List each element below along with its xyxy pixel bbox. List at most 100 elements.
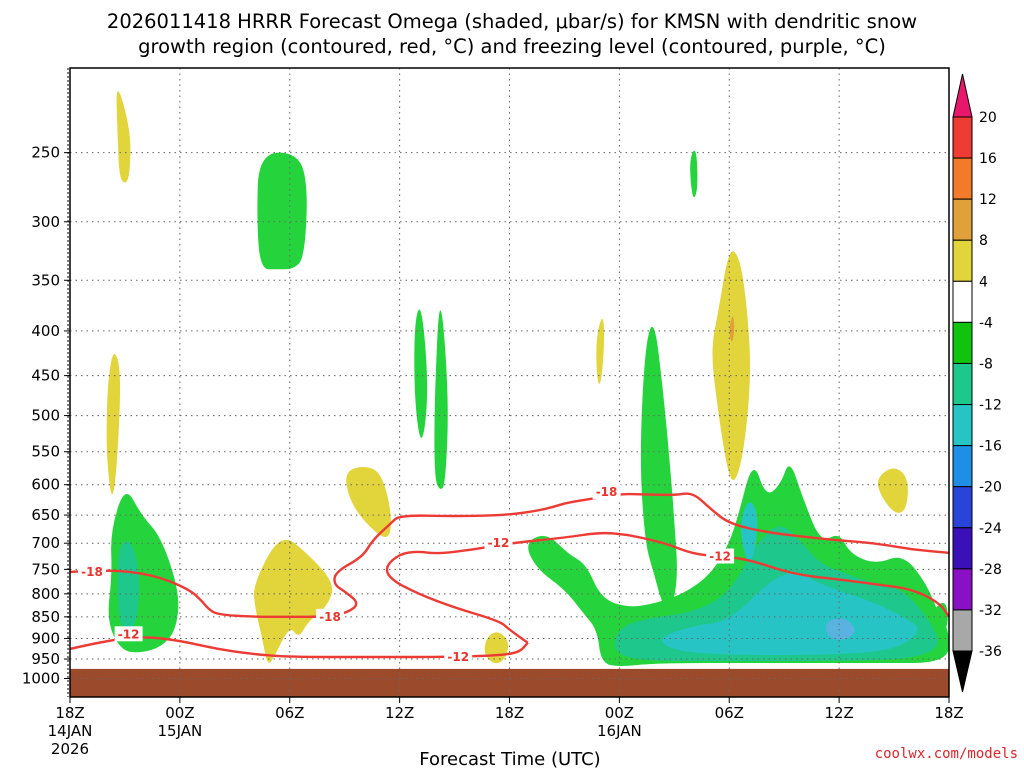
colorbar-swatch-13 xyxy=(952,609,973,652)
contour-label-3: -12 xyxy=(447,650,469,664)
contour-label-bg-1 xyxy=(114,626,143,642)
shade-yellow-right-600 xyxy=(877,468,908,513)
x-tick-date-30: 16JAN xyxy=(597,722,642,740)
contour-dgz-minus-12-right xyxy=(385,531,950,644)
shade-green-narrow-04z xyxy=(690,150,698,198)
shade-green-tall-02z xyxy=(640,326,677,608)
x-tick-year-0: 2026 xyxy=(51,740,89,758)
colorbar-swatch-4 xyxy=(952,239,973,282)
colorbar-label-7: -12 xyxy=(979,398,1002,414)
contour-label-bg-4 xyxy=(484,535,513,551)
grid-lines xyxy=(70,68,949,697)
shade-yellow-left-mid xyxy=(106,354,121,495)
colorbar-swatch-8 xyxy=(952,404,973,447)
contour-label-bg-5 xyxy=(592,484,621,500)
contour-label-4: -12 xyxy=(488,536,510,550)
y-tick-label-500: 500 xyxy=(31,407,60,425)
y-tick-label-700: 700 xyxy=(31,534,60,552)
y-tick-label-650: 650 xyxy=(31,506,60,524)
y-tick-label-600: 600 xyxy=(31,476,60,494)
colorbar-label-13: -36 xyxy=(979,644,1002,660)
y-tick-label-400: 400 xyxy=(31,322,60,340)
y-tick-label-350: 350 xyxy=(31,271,60,289)
colorbar-swatch-12 xyxy=(952,568,973,611)
contour-label-1: -12 xyxy=(118,627,140,641)
y-tick-label-750: 750 xyxy=(31,560,60,578)
contour-label-5: -18 xyxy=(596,485,618,499)
y-tick-label-450: 450 xyxy=(31,367,60,385)
colorbar-label-4: 4 xyxy=(979,274,988,290)
colorbar-cap-top xyxy=(952,73,973,118)
shade-green-column-16z xyxy=(434,310,448,489)
shade-yellow-low-06z xyxy=(253,539,333,663)
colorbar-label-10: -24 xyxy=(979,521,1002,537)
colorbar-swatch-10 xyxy=(952,486,973,529)
x-tick-date-6: 15JAN xyxy=(158,722,203,740)
shade-cyan-06z-spot xyxy=(741,502,758,561)
colorbar-label-6: -8 xyxy=(979,356,993,372)
colorbar-label-11: -28 xyxy=(979,562,1002,578)
x-tick-label-48: 18Z xyxy=(934,704,963,722)
y-tick-label-300: 300 xyxy=(31,213,60,231)
x-tick-label-0: 18Z xyxy=(55,704,84,722)
contour-dgz-minus-18-left xyxy=(69,492,950,618)
colorbar-label-5: -4 xyxy=(979,315,993,331)
x-tick-date-0: 14JAN xyxy=(48,722,93,740)
x-tick-label-12: 06Z xyxy=(275,704,304,722)
x-tick-label-42: 12Z xyxy=(824,704,853,722)
shade-orange-core-06z xyxy=(729,316,735,342)
shade-green-column-15z xyxy=(414,309,428,438)
x-tick-label-6: 00Z xyxy=(165,704,194,722)
y-tick-label-800: 800 xyxy=(31,585,60,603)
contour-label-bg-2 xyxy=(316,608,345,624)
contour-label-bg-3 xyxy=(444,649,473,665)
colorbar-swatch-11 xyxy=(952,527,973,570)
colorbar-label-3: 8 xyxy=(979,233,988,249)
contour-label-bg-6 xyxy=(706,548,735,564)
colorbar-cap-bottom xyxy=(952,650,973,693)
colorbar-label-12: -32 xyxy=(979,603,1002,619)
y-tick-label-950: 950 xyxy=(31,650,60,668)
chart-title-line-2: growth region (contoured, red, °C) and f… xyxy=(138,35,886,58)
colorbar-swatch-7 xyxy=(952,362,973,406)
contour-labels: -18 -12 -18 -12 -12 -18 -12 xyxy=(77,484,735,665)
colorbar-swatch-5 xyxy=(952,280,973,323)
colorbar-label-8: -16 xyxy=(979,439,1002,455)
watermark: coolwx.com/models xyxy=(875,746,1018,762)
colorbar-swatch-2 xyxy=(952,157,973,200)
shade-cyan-lower-right xyxy=(662,573,918,655)
shade-lightblue-spot xyxy=(826,618,855,640)
colorbar-swatch-6 xyxy=(952,321,973,364)
shade-yellow-tall-06z xyxy=(712,251,750,481)
contour-label-6: -12 xyxy=(709,550,731,564)
y-tick-label-250: 250 xyxy=(31,144,60,162)
contour-label-2: -18 xyxy=(319,610,341,624)
y-tick-label-850: 850 xyxy=(31,608,60,626)
y-tick-label-900: 900 xyxy=(31,630,60,648)
colorbar-label-1: 16 xyxy=(979,151,997,167)
y-axis-ticks: 250 300 350 400 450 500 550 600 650 700 750 800 850 9… xyxy=(22,144,70,687)
shade-yellow-top-left xyxy=(116,91,131,183)
x-tick-label-18: 12Z xyxy=(385,704,414,722)
colorbar-label-9: -20 xyxy=(979,480,1002,496)
chart-title-line-1: 2026011418 HRRR Forecast Omega (shaded, … xyxy=(107,10,917,33)
shade-teal-left-low xyxy=(117,541,139,632)
x-axis-label: Forecast Time (UTC) xyxy=(419,749,600,768)
y-tick-label-550: 550 xyxy=(31,443,60,461)
contour-dgz-minus-12-left xyxy=(69,636,529,659)
colorbar: 20 16 12 8 4 -4 -8 -12 -16 -20 -24 -28 -32 -36 xyxy=(952,73,1002,693)
colorbar-swatch-1 xyxy=(952,116,973,159)
shade-yellow-thin-pre00z xyxy=(596,318,605,384)
colorbar-label-0: 20 xyxy=(979,110,997,126)
colorbar-swatch-9 xyxy=(952,445,973,488)
x-tick-label-24: 18Z xyxy=(495,704,524,722)
shade-green-upper-1 xyxy=(257,152,307,270)
x-tick-label-30: 00Z xyxy=(605,704,634,722)
x-tick-label-36: 06Z xyxy=(715,704,744,722)
colorbar-swatch-3 xyxy=(952,198,973,241)
y-tick-label-1000: 1000 xyxy=(22,669,60,687)
contour-label-0: -18 xyxy=(81,565,103,579)
contour-label-bg-0 xyxy=(77,563,106,579)
dgz-contours xyxy=(69,492,950,659)
